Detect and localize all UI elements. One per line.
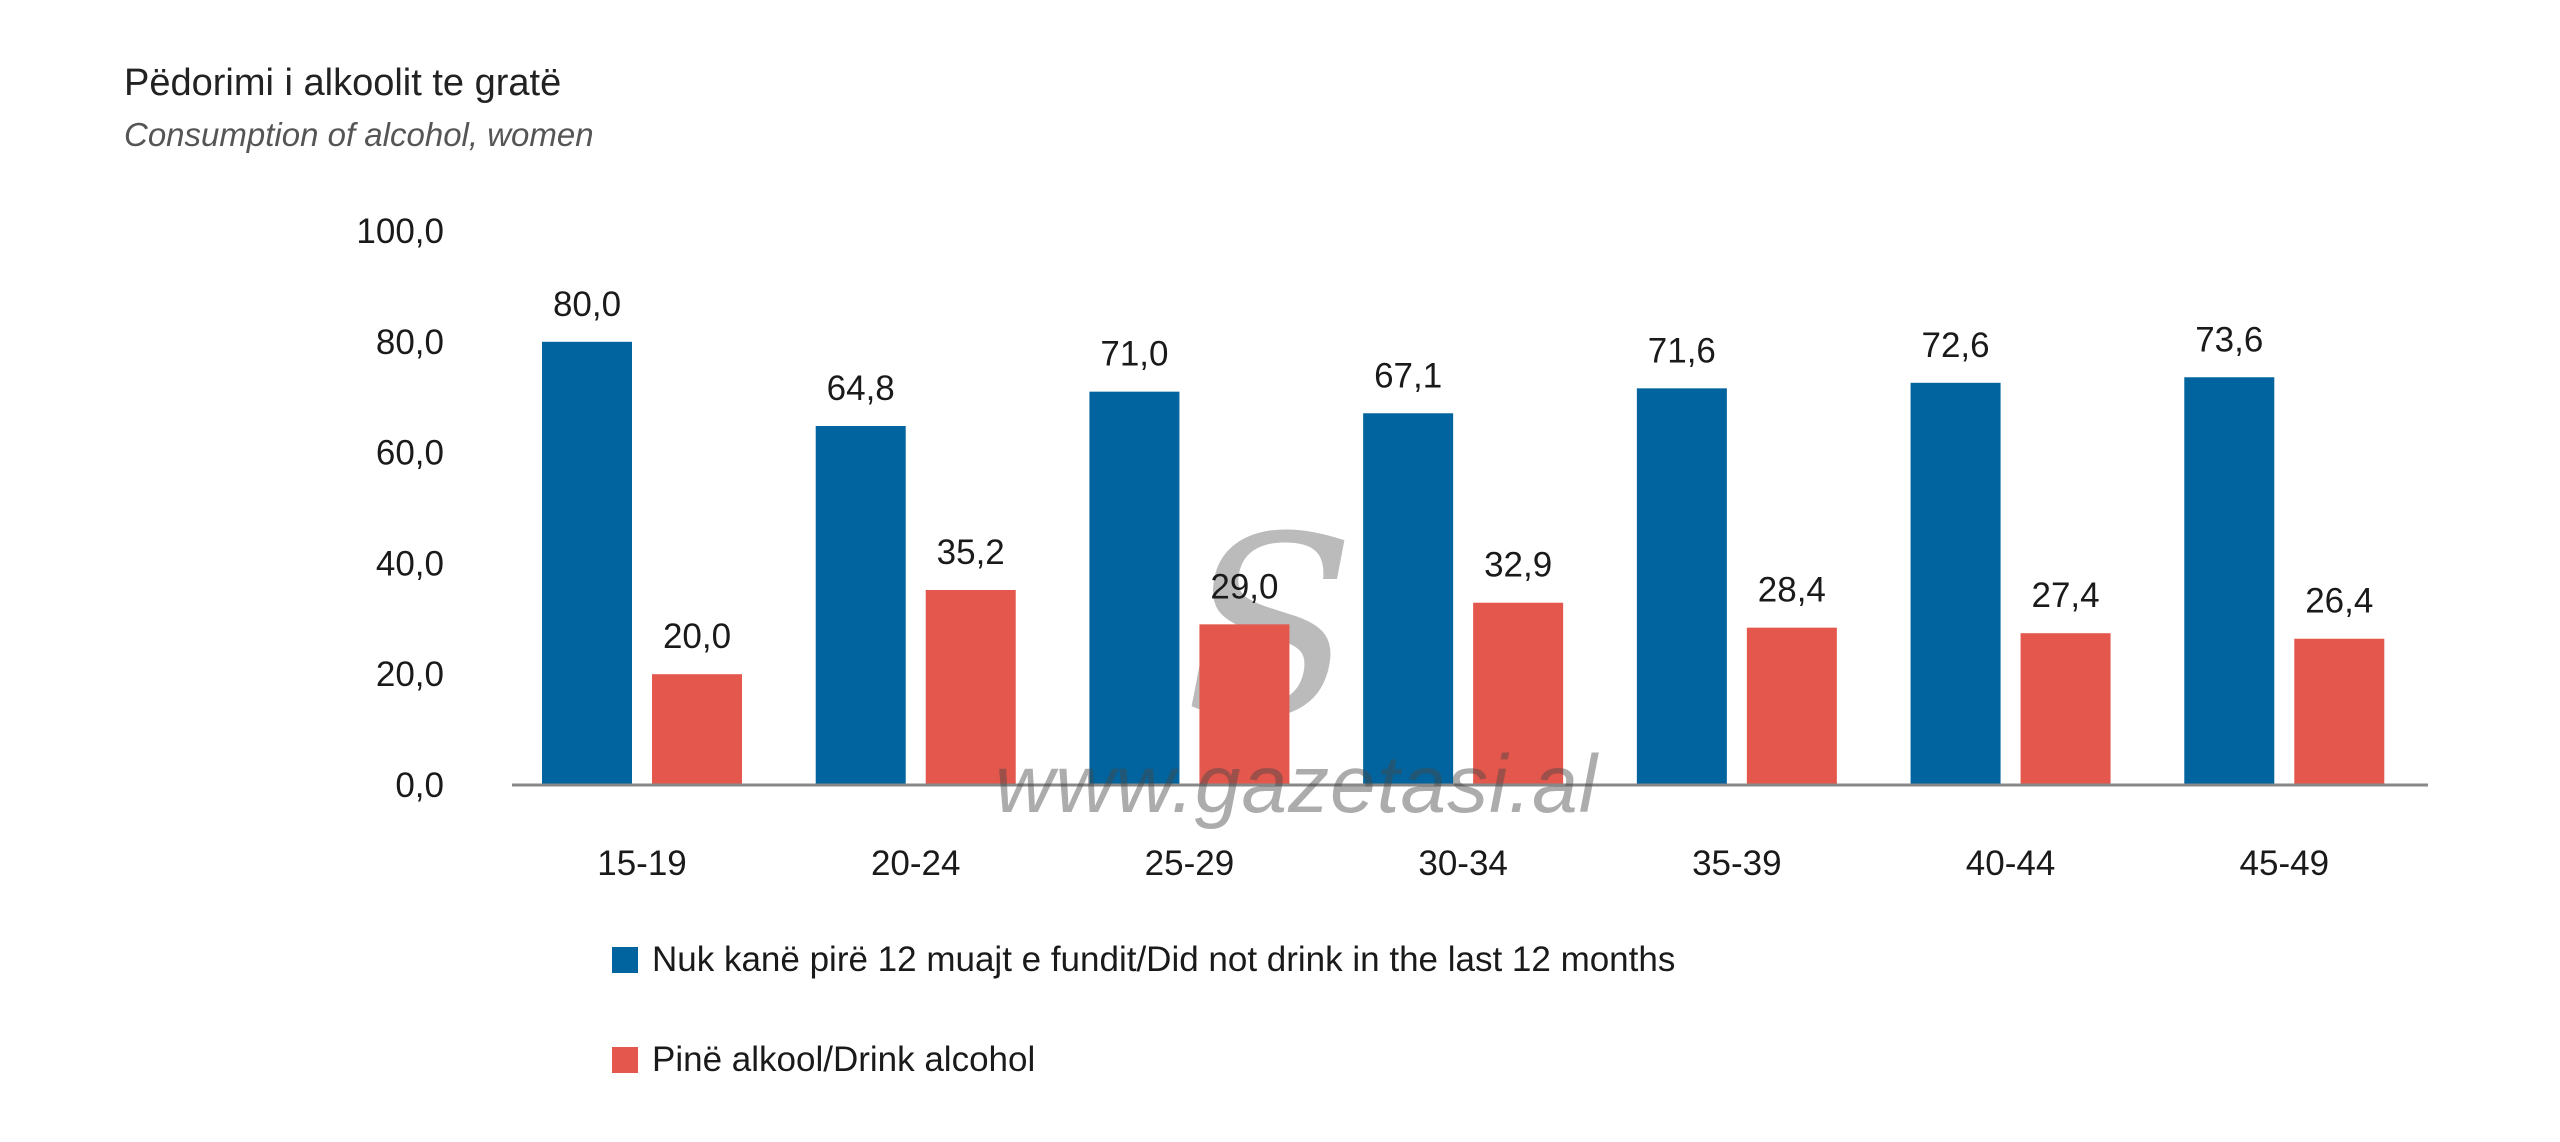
legend-swatch-series1 [612,947,638,973]
legend-label-series1: Nuk kanë pirë 12 muajt e fundit/Did not … [652,940,1676,979]
bar [2294,638,2385,785]
watermark-url: www.gazetasi.al [995,739,1598,830]
bar [1089,391,1180,785]
data-label: 67,1 [1374,356,1442,395]
y-tick-label: 0,0 [395,766,444,805]
x-tick-label: 20-24 [871,844,961,883]
bar [815,426,906,785]
y-tick-label: 20,0 [376,655,444,694]
legend-item-did-not-drink: Nuk kanë pirë 12 muajt e fundit/Did not … [612,940,1675,980]
data-label: 28,4 [1758,571,1826,610]
bar [1746,627,1837,785]
bar [925,589,1016,785]
x-tick-label: 40-44 [1966,844,2056,883]
chart-title: Pëdorimi i alkoolit te gratë [124,62,562,104]
data-label: 71,0 [1100,335,1168,374]
data-label: 29,0 [1210,567,1278,606]
bar [542,341,632,785]
data-label: 73,6 [2195,320,2263,359]
data-label: 27,4 [2032,576,2100,615]
y-tick-label: 100,0 [356,212,444,251]
data-label: 71,6 [1648,331,1716,370]
data-label: 35,2 [937,533,1005,572]
bar [1473,602,1564,785]
x-tick-label: 35-39 [1692,844,1782,883]
bar [1199,624,1290,785]
x-tick-label: 30-34 [1418,844,1508,883]
legend-label-series2: Pinë alkool/Drink alcohol [652,1040,1036,1079]
y-tick-label: 60,0 [376,434,444,473]
bar [1363,413,1454,785]
bar [2184,377,2275,785]
legend-swatch-series2 [612,1047,638,1073]
x-tick-label: 25-29 [1145,844,1235,883]
y-tick-label: 40,0 [376,544,444,583]
chart-subtitle: Consumption of alcohol, women [124,116,594,153]
y-tick-label: 80,0 [376,323,444,362]
bar [652,674,742,785]
data-label: 26,4 [2305,582,2373,621]
x-tick-label: 15-19 [597,844,687,883]
data-label: 32,9 [1484,546,1552,585]
data-label: 72,6 [1922,326,1990,365]
data-label: 64,8 [827,369,895,408]
bar [2020,633,2111,785]
data-label: 20,0 [663,617,731,656]
bar [1636,388,1727,785]
data-label: 80,0 [553,285,621,324]
x-tick-label: 45-49 [2240,844,2330,883]
bar [1910,382,2001,785]
legend-item-drink-alcohol: Pinë alkool/Drink alcohol [612,1040,1035,1080]
